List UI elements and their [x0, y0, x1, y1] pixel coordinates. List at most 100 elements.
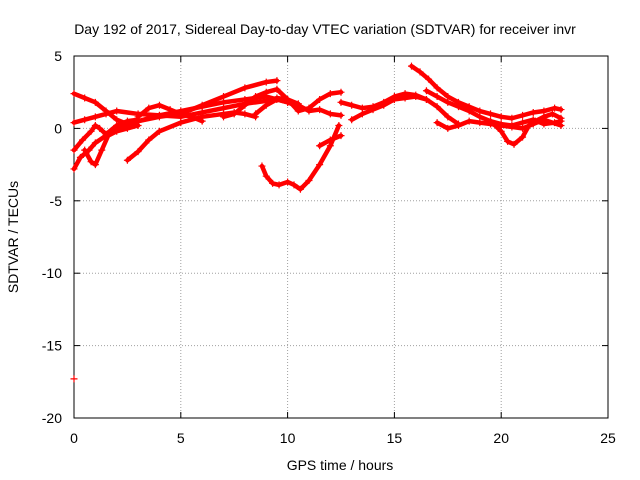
x-tick-label: 15: [387, 430, 403, 446]
data-point: [519, 124, 527, 132]
x-axis-label: GPS time / hours: [287, 457, 394, 473]
data-point: [269, 179, 277, 187]
data-point: [316, 95, 324, 103]
data-point: [390, 95, 398, 103]
data-point: [134, 113, 142, 121]
data-point: [557, 106, 565, 114]
data-point: [454, 122, 462, 130]
data-point: [166, 106, 174, 114]
x-tick-label: 10: [280, 430, 296, 446]
data-point: [416, 68, 424, 76]
data-point: [444, 124, 452, 132]
data-point: [177, 110, 185, 118]
data-point: [76, 153, 84, 161]
data-point: [230, 110, 238, 118]
data-point: [433, 119, 441, 127]
data-point: [91, 139, 99, 147]
series-track-e: [81, 122, 142, 169]
data-point: [87, 127, 95, 135]
data-point: [70, 165, 78, 173]
data-point: [519, 111, 527, 119]
data-point: [252, 93, 260, 101]
data-point: [296, 185, 304, 193]
series-track-i: [252, 95, 345, 119]
series-outlier: [70, 375, 78, 383]
data-point: [540, 116, 548, 124]
data-point: [262, 172, 270, 180]
data-point: [529, 108, 537, 116]
data-point: [262, 101, 270, 109]
data-point: [369, 106, 377, 114]
data-point: [487, 110, 495, 118]
series-track-g: [134, 101, 206, 125]
data-point: [81, 116, 89, 124]
data-point: [273, 85, 281, 93]
data-point: [316, 142, 324, 150]
chart-title: Day 192 of 2017, Sidereal Day-to-day VTE…: [74, 21, 576, 37]
data-point: [433, 84, 441, 92]
data-point: [504, 137, 512, 145]
data-point: [104, 132, 112, 140]
data-point: [557, 114, 565, 122]
data-point: [305, 107, 313, 115]
data-point: [81, 146, 89, 154]
data-point: [145, 104, 153, 112]
data-point: [508, 114, 516, 122]
data-point: [465, 117, 473, 125]
data-point: [123, 124, 131, 132]
series-band: [259, 123, 342, 192]
x-tick-label: 20: [493, 430, 509, 446]
data-point: [519, 133, 527, 141]
y-tick-label: 0: [54, 120, 62, 136]
data-point: [241, 101, 249, 109]
data-point: [79, 136, 87, 144]
data-point: [284, 178, 292, 186]
data-point: [123, 156, 131, 164]
series-band: [488, 111, 564, 147]
series-track-j: [258, 122, 343, 193]
y-tick-label: -15: [42, 338, 62, 354]
data-point: [91, 113, 99, 121]
data-point: [487, 120, 495, 128]
data-point: [358, 110, 366, 118]
data-point: [198, 117, 206, 125]
data-point: [262, 78, 270, 86]
data-point: [433, 103, 441, 111]
data-point: [70, 119, 78, 127]
data-point: [348, 116, 356, 124]
grid-layer: [74, 56, 608, 418]
data-point: [433, 93, 441, 101]
data-point: [529, 120, 537, 128]
data-point: [444, 113, 452, 121]
data-point: [407, 62, 415, 70]
data-point: [145, 136, 153, 144]
data-point: [422, 95, 430, 103]
data-point: [262, 88, 270, 96]
data-point: [252, 110, 260, 118]
data-point: [444, 98, 452, 106]
data-point: [81, 94, 89, 102]
data-point: [220, 113, 228, 121]
data-point: [102, 110, 110, 118]
data-point: [454, 103, 462, 111]
data-point: [155, 111, 163, 119]
data-point: [401, 94, 409, 102]
data-point: [91, 98, 99, 106]
data-point: [70, 375, 78, 383]
y-axis-label: SDTVAR / TECUs: [5, 181, 21, 293]
data-point: [422, 87, 430, 95]
data-point: [241, 110, 249, 118]
data-point: [316, 106, 324, 114]
data-point: [70, 90, 78, 98]
data-point: [557, 122, 565, 130]
data-point: [412, 93, 420, 101]
data-point: [273, 95, 281, 103]
data-point: [551, 104, 559, 112]
data-point: [187, 113, 195, 121]
data-point: [241, 84, 249, 92]
data-point: [425, 75, 433, 83]
data-point: [476, 119, 484, 127]
series-track-q: [433, 116, 565, 132]
data-point: [380, 101, 388, 109]
